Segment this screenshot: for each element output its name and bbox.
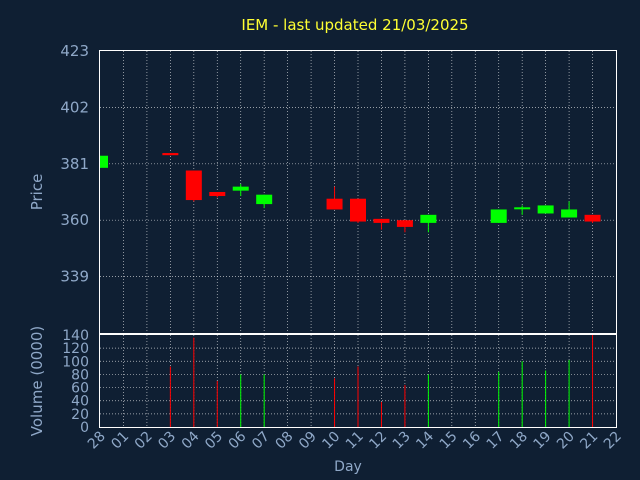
candle-body — [100, 155, 108, 168]
price-tick-label: 423 — [60, 42, 89, 60]
volume-tick-label: 80 — [71, 367, 89, 383]
candle-body — [490, 209, 507, 223]
price-tick-label: 339 — [60, 268, 89, 286]
price-plot-frame — [99, 50, 617, 334]
price-candles — [99, 153, 601, 233]
candle-body — [185, 170, 202, 201]
price-tick-label: 360 — [60, 211, 89, 229]
candle-body — [326, 198, 343, 210]
price-axis-label: Price — [28, 174, 46, 211]
x-axis-label: Day — [334, 459, 362, 475]
price-tick-label: 402 — [60, 98, 89, 116]
candle-body — [420, 214, 437, 223]
volume-tick-label: 0 — [80, 420, 89, 436]
candle-body — [209, 192, 226, 197]
volume-tick-label: 120 — [62, 341, 89, 357]
volume-tick-label: 140 — [62, 328, 89, 344]
volume-tick-label: 40 — [71, 394, 89, 410]
price-tick-label: 381 — [60, 155, 89, 173]
candle-body — [514, 207, 531, 210]
volume-tick-label: 20 — [71, 407, 89, 423]
candle-body — [396, 220, 413, 227]
candle-body — [256, 194, 273, 205]
candle-body — [537, 205, 554, 214]
volume-axis-label: Volume (0000) — [28, 326, 46, 436]
candle-body — [373, 218, 390, 223]
candle-body — [584, 214, 601, 222]
volume-tick-label: 60 — [71, 381, 89, 397]
volume-tick-label: 100 — [62, 354, 89, 370]
candle-body — [232, 186, 249, 191]
volume-plot-frame — [99, 334, 617, 428]
volume-bars — [169, 335, 594, 427]
grid-lines — [100, 51, 616, 427]
chart-title: IEM - last updated 21/03/2025 — [241, 16, 468, 34]
candle-body — [162, 153, 179, 156]
candle-body — [561, 209, 578, 218]
candle-body — [350, 198, 366, 222]
